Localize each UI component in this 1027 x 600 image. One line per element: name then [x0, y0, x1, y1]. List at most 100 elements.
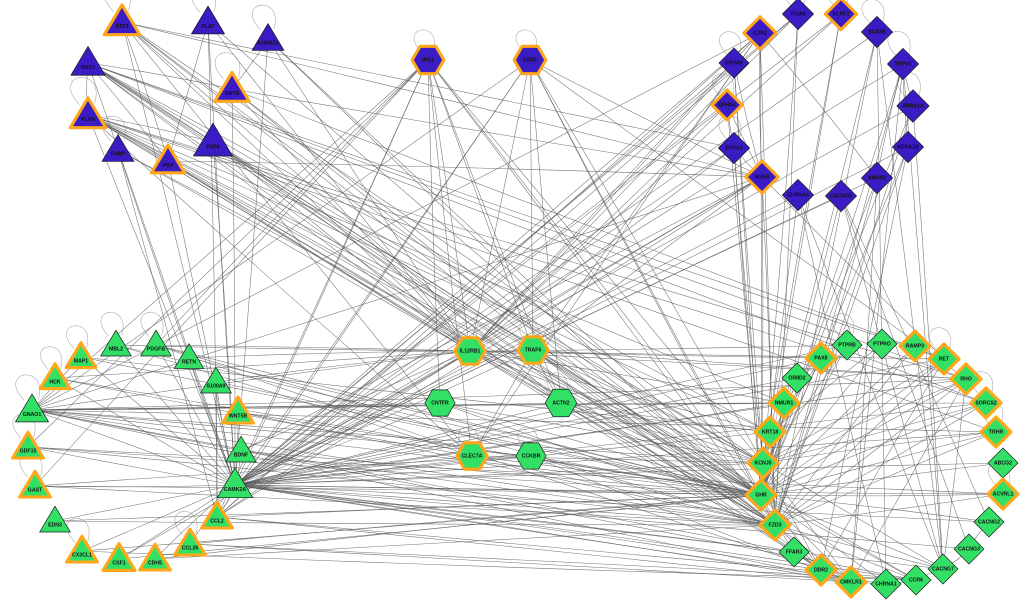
graph-node-amhr2[interactable]: AMHR2	[861, 162, 893, 194]
triangle-node-shape[interactable]	[18, 469, 52, 499]
diamond-node-shape[interactable]	[973, 506, 1005, 538]
diamond-node-shape[interactable]	[744, 159, 780, 195]
graph-node-plxna2[interactable]: PLXN	[68, 96, 108, 130]
triangle-node-shape[interactable]	[70, 46, 106, 76]
diamond-node-shape[interactable]	[781, 362, 813, 394]
triangle-node-shape[interactable]	[216, 467, 254, 499]
hexagon-node-shape[interactable]	[453, 336, 487, 366]
graph-node-trhr[interactable]: TRHR	[979, 415, 1013, 449]
diamond-node-shape[interactable]	[767, 386, 801, 420]
triangle-node-shape[interactable]	[213, 70, 251, 103]
triangle-node-shape[interactable]	[101, 134, 135, 162]
hexagon-node-shape[interactable]	[515, 442, 547, 470]
graph-node-ngfr[interactable]: NGFR	[744, 159, 780, 195]
graph-node-epha4[interactable]: EPHA4	[710, 88, 744, 122]
graph-node-s100a12[interactable]: S100A12	[251, 23, 285, 51]
diamond-node-shape[interactable]	[927, 342, 961, 376]
triangle-node-shape[interactable]	[102, 3, 142, 37]
graph-node-fnbp[interactable]: FNBP	[101, 134, 135, 162]
diamond-node-shape[interactable]	[900, 564, 932, 596]
graph-node-adra1b[interactable]: ADRA1B	[892, 131, 924, 163]
hexagon-node-shape[interactable]	[455, 441, 489, 471]
graph-node-cacng7[interactable]: CACNG7	[927, 553, 959, 585]
graph-node-klrf2[interactable]: KLRF2	[823, 0, 859, 32]
graph-node-gast[interactable]: GAST	[18, 469, 52, 499]
graph-node-il12rb1[interactable]: IL12RB1	[453, 336, 487, 366]
graph-node-wnt5b[interactable]: WNT5B	[221, 395, 255, 425]
diamond-node-shape[interactable]	[746, 446, 780, 480]
triangle-node-shape[interactable]	[200, 366, 232, 394]
hexagon-node-shape[interactable]	[512, 44, 548, 76]
graph-node-esr2[interactable]: ESR2	[512, 44, 548, 76]
graph-node-cntfr[interactable]: CNTFR	[424, 389, 456, 417]
graph-node-clec7a[interactable]: CLEC7A	[455, 441, 489, 471]
graph-node-trpv1[interactable]: TRPV1	[887, 48, 919, 80]
graph-node-mbl2[interactable]: MBL2	[100, 329, 132, 357]
diamond-node-shape[interactable]	[831, 329, 863, 361]
graph-node-cx3cl1[interactable]: CX3CL1	[65, 534, 99, 564]
hexagon-node-shape[interactable]	[544, 388, 578, 418]
graph-node-epha3[interactable]: EPHA3	[718, 132, 750, 164]
diamond-node-shape[interactable]	[710, 88, 744, 122]
graph-node-prx[interactable]: PRX	[149, 143, 187, 175]
graph-node-bdnf[interactable]: BDNF	[225, 435, 257, 463]
triangle-node-shape[interactable]	[138, 542, 172, 572]
triangle-node-shape[interactable]	[251, 23, 285, 51]
graph-node-traf6[interactable]: TRAF6	[516, 335, 550, 365]
graph-node-cacng3[interactable]: CACNG3	[953, 533, 985, 565]
diamond-node-shape[interactable]	[753, 415, 787, 449]
graph-node-pax8[interactable]: PAX8	[804, 341, 838, 375]
diamond-node-shape[interactable]	[742, 15, 778, 51]
diamond-node-shape[interactable]	[898, 329, 932, 363]
graph-node-ret[interactable]: RET	[927, 342, 961, 376]
triangle-node-shape[interactable]	[140, 329, 172, 357]
hexagon-node-shape[interactable]	[516, 335, 550, 365]
graph-node-cacng5[interactable]: CACNG5	[825, 180, 857, 212]
diamond-node-shape[interactable]	[866, 328, 898, 360]
graph-node-cdh5[interactable]: CDH5	[138, 542, 172, 572]
graph-node-artn[interactable]: ARTN	[213, 70, 251, 103]
diamond-node-shape[interactable]	[892, 131, 924, 163]
graph-node-abcg2[interactable]: ABCG2	[987, 447, 1019, 479]
triangle-node-shape[interactable]	[149, 143, 187, 175]
graph-node-ntf3[interactable]: NTF3	[102, 3, 142, 37]
triangle-node-shape[interactable]	[68, 96, 108, 130]
graph-node-ptpro[interactable]: PTPRO	[866, 328, 898, 360]
diamond-node-shape[interactable]	[718, 47, 750, 79]
graph-node-krt18[interactable]: KRT18	[753, 415, 787, 449]
graph-node-nmur1[interactable]: NMUR1	[767, 386, 801, 420]
graph-node-s100a9[interactable]: S100A9	[200, 366, 232, 394]
diamond-node-shape[interactable]	[986, 477, 1020, 511]
graph-node-gdf15[interactable]: GDF15	[11, 430, 45, 460]
graph-node-fgf6[interactable]: FGF6	[193, 122, 233, 157]
graph-node-epha5[interactable]: EPHA5	[718, 47, 750, 79]
graph-node-sorcs2[interactable]: SORCS2	[969, 386, 1003, 420]
hexagon-node-shape[interactable]	[410, 44, 446, 76]
triangle-node-shape[interactable]	[39, 505, 71, 533]
graph-node-cckbr[interactable]: CCKBR	[515, 442, 547, 470]
graph-node-fzd3[interactable]: FZD3	[758, 508, 792, 542]
graph-node-cmklr1[interactable]: CMKLR1	[834, 565, 868, 599]
triangle-node-shape[interactable]	[173, 527, 207, 557]
graph-node-chrna1[interactable]: CHRNA1	[870, 568, 902, 600]
diamond-node-shape[interactable]	[969, 386, 1003, 420]
diamond-node-shape[interactable]	[823, 0, 859, 32]
graph-node-gnao1[interactable]: GNAO1	[15, 393, 49, 423]
triangle-node-shape[interactable]	[191, 5, 225, 35]
graph-node-retn[interactable]: RETN	[173, 343, 205, 369]
graph-node-rho[interactable]: RHO	[949, 362, 983, 396]
graph-node-csf1[interactable]: CSF1	[101, 542, 137, 572]
hexagon-node-shape[interactable]	[424, 389, 456, 417]
graph-node-cacng2[interactable]: CACNG2	[973, 506, 1005, 538]
graph-node-ptprb[interactable]: PTPRB	[831, 329, 863, 361]
diamond-node-shape[interactable]	[744, 478, 778, 512]
graph-node-plat[interactable]: PLAT	[191, 5, 225, 35]
graph-node-itga8[interactable]: ITGA8	[782, 0, 814, 30]
graph-node-nrg1[interactable]: NRG1	[70, 46, 106, 76]
diamond-node-shape[interactable]	[825, 180, 857, 212]
graph-node-acvrl1[interactable]: ACVRL1	[986, 477, 1020, 511]
triangle-node-shape[interactable]	[200, 500, 234, 530]
graph-node-il1r2[interactable]: IL1R2	[742, 15, 778, 51]
diamond-node-shape[interactable]	[718, 132, 750, 164]
graph-node-ddr2[interactable]: DDR2	[804, 553, 838, 587]
